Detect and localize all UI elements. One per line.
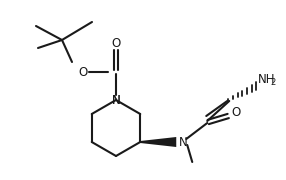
Text: 2: 2 <box>270 78 275 87</box>
Polygon shape <box>140 137 176 147</box>
Text: O: O <box>78 66 88 78</box>
Text: NH: NH <box>258 73 276 86</box>
Text: O: O <box>232 105 241 118</box>
Text: N: N <box>112 93 120 107</box>
Text: O: O <box>111 37 121 50</box>
Text: N: N <box>112 93 120 107</box>
Text: N: N <box>179 136 188 148</box>
